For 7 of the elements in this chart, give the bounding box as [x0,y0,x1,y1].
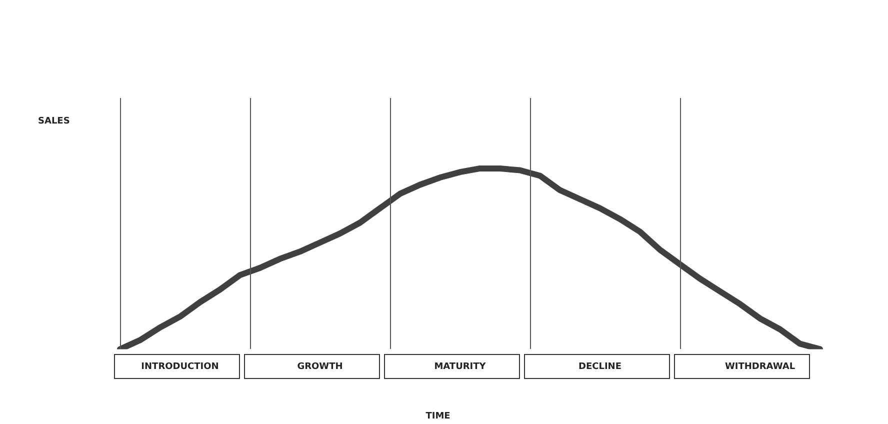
x-tick-label: GROWTH [297,362,343,372]
x-tick-label: MATURITY [434,362,486,372]
x-tick-label: INTRODUCTION [141,362,219,372]
text: SALES [38,116,70,126]
x-tick-label: DECLINE [578,362,622,372]
x-tick-label: WITHDRAWAL [724,362,796,372]
x-axis-title: TIME [426,411,450,422]
